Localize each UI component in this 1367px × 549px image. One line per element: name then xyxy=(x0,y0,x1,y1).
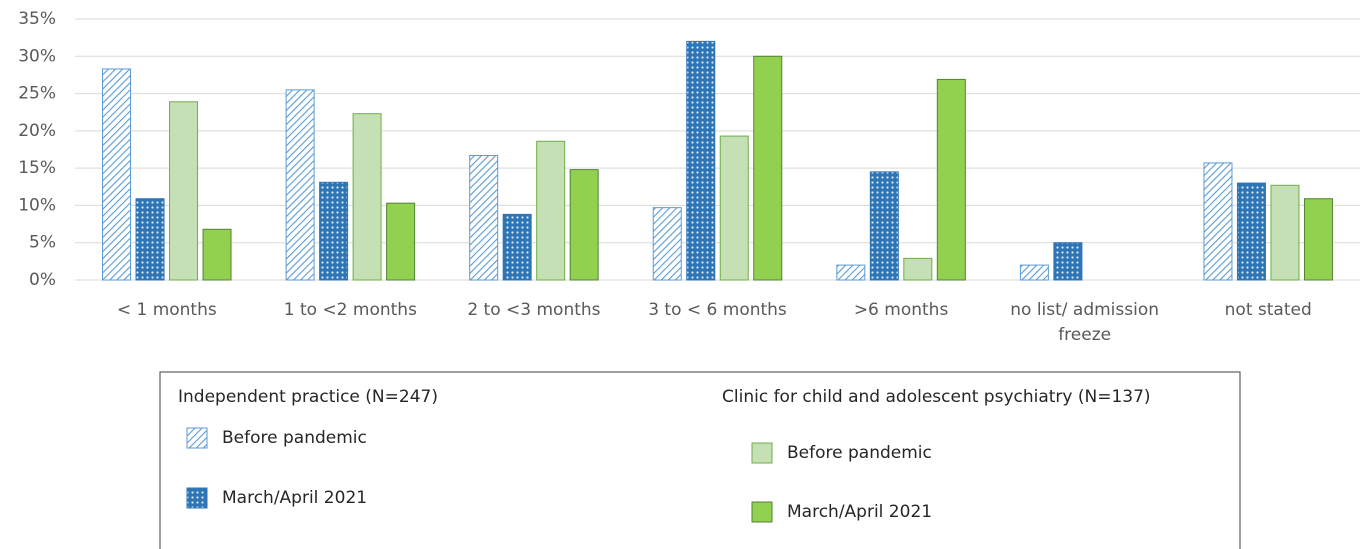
y-tick-label: 5% xyxy=(29,233,56,253)
y-tick-label: 20% xyxy=(18,121,56,141)
bar xyxy=(936,78,966,281)
x-tick-label: no list/ admission freeze xyxy=(1010,300,1160,345)
bar xyxy=(1203,162,1233,281)
bar xyxy=(536,140,566,281)
x-tick-label: not stated xyxy=(1224,300,1312,320)
x-tick-label: 2 to <3 months xyxy=(467,300,601,320)
legend-swatch xyxy=(186,487,208,509)
x-tick-label: 3 to < 6 months xyxy=(648,300,787,320)
bar xyxy=(1053,242,1083,281)
legend-group-title: Clinic for child and adolescent psychiat… xyxy=(722,387,1151,407)
legend-label: Before pandemic xyxy=(787,443,932,463)
y-tick-label: 15% xyxy=(18,158,56,178)
bar xyxy=(869,171,899,281)
bar xyxy=(753,55,783,281)
bar xyxy=(1303,198,1333,281)
bar xyxy=(686,40,716,281)
legend-group-title: Independent practice (N=247) xyxy=(178,387,438,407)
y-tick-label: 30% xyxy=(18,46,56,66)
bar xyxy=(502,213,532,281)
bar xyxy=(169,101,199,281)
x-tick-label: >6 months xyxy=(853,300,949,320)
bar xyxy=(469,154,499,281)
legend-label: March/April 2021 xyxy=(787,502,932,522)
bar xyxy=(1019,264,1049,281)
legend-swatch xyxy=(751,442,773,464)
legend-swatch xyxy=(186,427,208,449)
bar xyxy=(1236,182,1266,281)
x-tick-label: < 1 months xyxy=(116,300,217,320)
y-tick-label: 0% xyxy=(29,270,56,290)
legend: Independent practice (N=247) Before pande… xyxy=(178,387,1151,523)
bar xyxy=(319,181,349,281)
y-tick-label: 35% xyxy=(18,9,56,29)
bar xyxy=(102,68,132,281)
legend-swatch xyxy=(751,501,773,523)
legend-label: Before pandemic xyxy=(222,428,367,448)
bar xyxy=(903,257,933,281)
bar xyxy=(569,169,599,281)
legend-label: March/April 2021 xyxy=(222,488,367,508)
y-tick-label: 10% xyxy=(18,195,56,215)
bar xyxy=(135,198,165,281)
y-tick-label: 25% xyxy=(18,84,56,104)
bar xyxy=(1270,184,1300,281)
bar xyxy=(285,89,315,281)
legend-box xyxy=(159,371,1241,549)
bar xyxy=(836,264,866,281)
bar xyxy=(719,135,749,281)
x-tick-label: 1 to <2 months xyxy=(283,300,417,320)
bar xyxy=(652,207,682,281)
bar xyxy=(386,202,416,281)
bar xyxy=(202,228,232,281)
bar xyxy=(352,113,382,281)
